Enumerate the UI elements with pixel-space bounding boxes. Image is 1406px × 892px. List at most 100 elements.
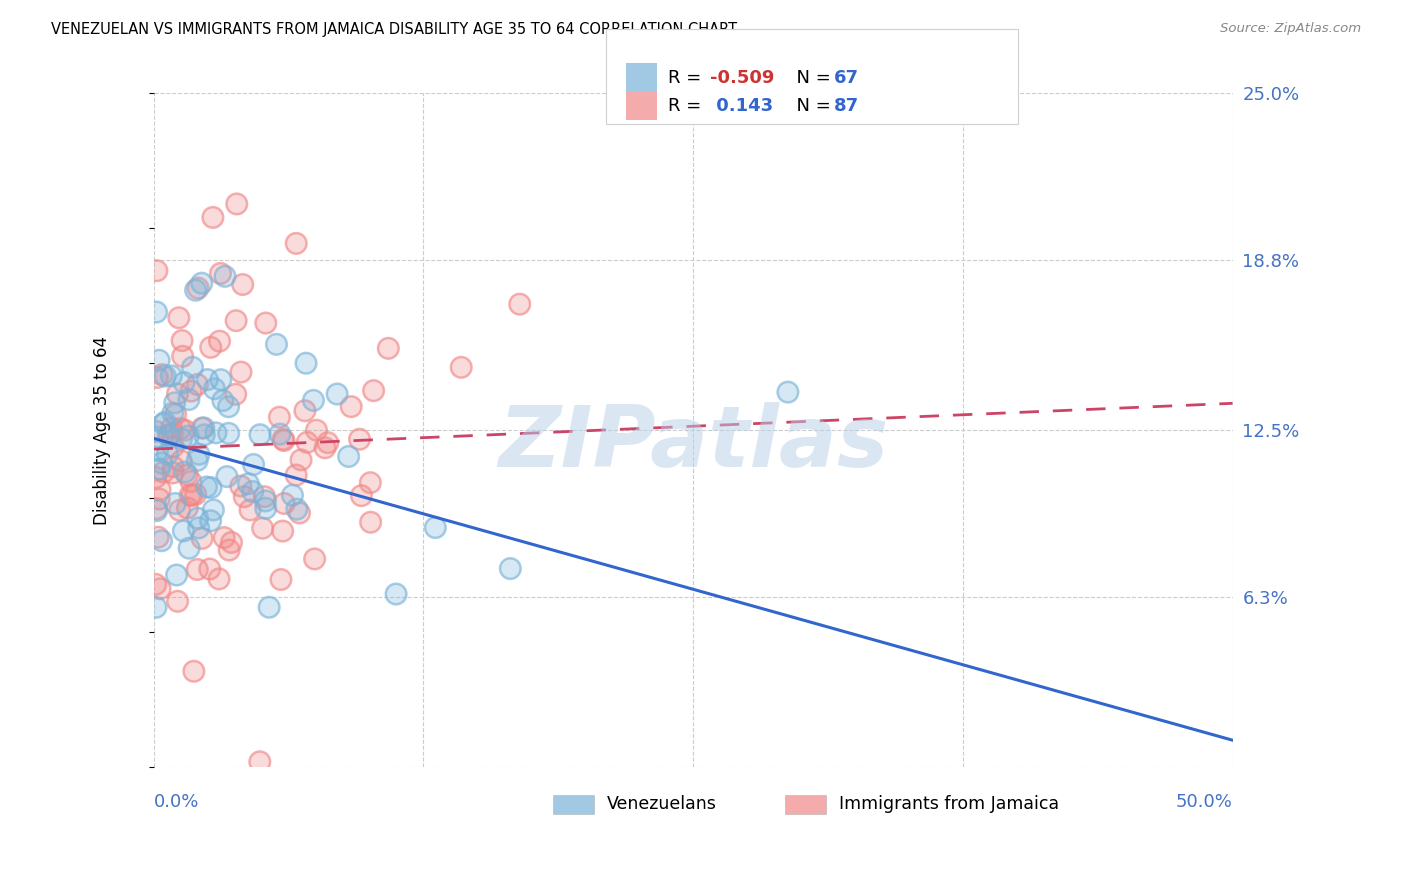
Point — [360, 515, 382, 529]
Point — [214, 269, 236, 284]
Point — [160, 421, 183, 435]
Point — [273, 434, 295, 448]
Point — [215, 469, 238, 483]
Point — [150, 533, 173, 548]
Point — [177, 429, 200, 443]
Point — [233, 490, 256, 504]
Point — [214, 269, 236, 284]
Point — [776, 385, 799, 400]
Point — [218, 426, 240, 441]
Point — [273, 434, 295, 448]
Point — [152, 465, 174, 479]
Point — [295, 435, 318, 450]
Point — [187, 447, 209, 461]
Point — [145, 425, 167, 439]
Point — [173, 376, 195, 390]
Point — [173, 423, 195, 437]
Point — [153, 415, 176, 429]
Point — [177, 392, 200, 407]
Point — [166, 594, 188, 608]
Point — [200, 514, 222, 528]
Point — [202, 382, 225, 396]
Point — [232, 277, 254, 292]
Point — [198, 562, 221, 576]
Point — [290, 453, 312, 467]
Point — [162, 459, 184, 474]
Point — [249, 427, 271, 442]
Point — [169, 503, 191, 517]
Point — [193, 427, 215, 442]
Point — [167, 310, 190, 325]
Point — [146, 264, 169, 278]
Point — [208, 572, 231, 586]
Point — [205, 425, 228, 440]
Point — [197, 373, 219, 387]
Point — [160, 368, 183, 383]
Point — [288, 506, 311, 520]
Point — [145, 470, 167, 484]
Point — [183, 665, 205, 679]
Point — [148, 430, 170, 444]
Point — [162, 466, 184, 480]
Point — [285, 502, 308, 516]
Point — [160, 426, 183, 441]
Point — [152, 417, 174, 431]
Point — [350, 489, 373, 503]
Bar — [785, 795, 825, 814]
Point — [145, 600, 167, 615]
Point — [201, 211, 224, 225]
Point — [360, 515, 382, 529]
Point — [212, 531, 235, 545]
Point — [269, 410, 291, 425]
Point — [146, 443, 169, 458]
Point — [218, 400, 240, 414]
Point — [191, 421, 214, 435]
Point — [295, 435, 318, 450]
Point — [172, 524, 194, 538]
Point — [200, 481, 222, 495]
Text: 50.0%: 50.0% — [1175, 793, 1233, 811]
Point — [173, 376, 195, 390]
Point — [146, 264, 169, 278]
Point — [225, 387, 247, 401]
Point — [208, 334, 231, 348]
Point — [184, 283, 207, 297]
Point — [187, 521, 209, 535]
Text: Source: ZipAtlas.com: Source: ZipAtlas.com — [1220, 22, 1361, 36]
Point — [225, 197, 247, 211]
Point — [271, 432, 294, 446]
Point — [337, 450, 360, 464]
Point — [266, 337, 288, 351]
Point — [302, 393, 325, 408]
Point — [187, 511, 209, 525]
Point — [186, 377, 208, 392]
Point — [153, 415, 176, 429]
Point — [205, 425, 228, 440]
Point — [180, 384, 202, 398]
Point — [162, 406, 184, 420]
Point — [239, 503, 262, 517]
Point — [166, 387, 188, 401]
Point — [177, 392, 200, 407]
Point — [252, 521, 274, 535]
Point — [377, 342, 399, 356]
Point — [425, 520, 447, 534]
Point — [281, 488, 304, 502]
Point — [149, 582, 172, 596]
Point — [450, 360, 472, 375]
Point — [195, 480, 218, 494]
Point — [285, 236, 308, 251]
Point — [254, 494, 277, 508]
Point — [157, 427, 180, 442]
Text: R =: R = — [668, 97, 707, 115]
Point — [294, 403, 316, 417]
Point — [229, 365, 252, 379]
Point — [225, 314, 247, 328]
Point — [166, 387, 188, 401]
Point — [499, 561, 522, 575]
Point — [145, 501, 167, 516]
Point — [165, 496, 187, 510]
Point — [176, 467, 198, 482]
Point — [285, 502, 308, 516]
Point — [181, 360, 204, 375]
